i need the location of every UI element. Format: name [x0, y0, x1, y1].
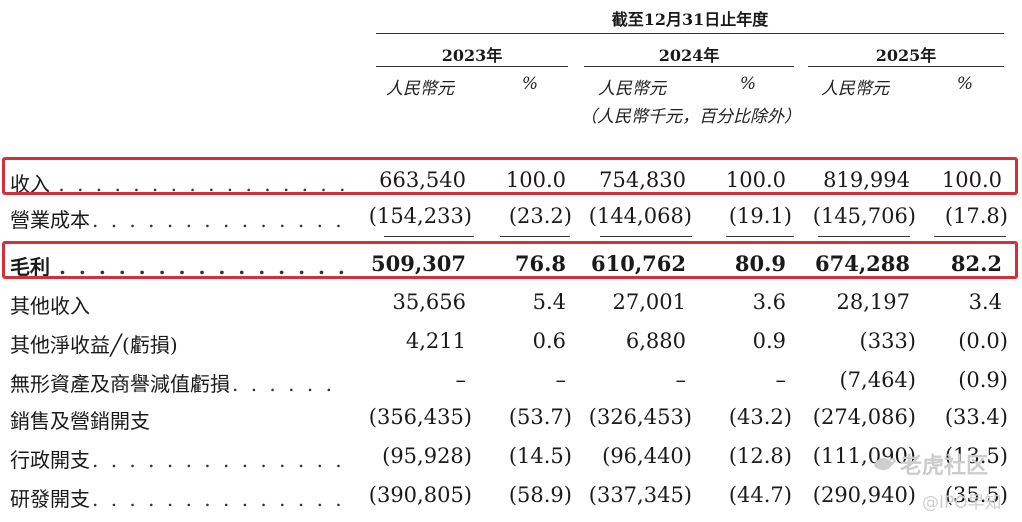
unit-rmb-2025: 人民幣元 [821, 79, 889, 99]
pct-2025: (0.0) [958, 329, 1008, 353]
table-row-selling-marketing: 銷售及營銷開支 (356,435) (53.7) (326,453) (43.2… [0, 398, 1022, 434]
year-2025-heading: 2025年 [875, 46, 937, 65]
pct-2025: 82.2 [950, 251, 1002, 276]
pct-2023: 100.0 [505, 168, 566, 192]
pct-2025: 3.4 [968, 290, 1002, 314]
unit-pct-2024: % [739, 74, 757, 94]
pct-2023: 5.4 [532, 290, 566, 314]
value-2024: 754,830 [599, 168, 686, 192]
table-row-administrative: 行政開支. . . . . . . . . . . . . . . . . . … [0, 437, 1022, 473]
table-row-gross-profit: 毛利 . . . . . . . . . . . . . . . . . . .… [0, 244, 1022, 280]
pct-2023: 76.8 [514, 251, 566, 276]
row-label: 營業成本. . . . . . . . . . . . . . . . . . … [10, 208, 345, 232]
value-2023: 4,211 [405, 329, 466, 353]
table-row-impairment: 無形資產及商譽減值虧損. . . . . . . . . . – – – – (… [0, 361, 1022, 397]
row-label: 其他淨收益╱(虧損) [10, 333, 180, 357]
value-2024: (337,345) [588, 483, 692, 507]
value-2024: (96,440) [602, 444, 692, 468]
table-row-research-development: 研發開支. . . . . . . . . . . . . . . . . . … [0, 476, 1022, 512]
year-2023-heading: 2023年 [441, 46, 503, 65]
table-row-other-income: 其他收入 35,656 5.4 27,001 3.6 28,197 3.4 [0, 283, 1022, 319]
value-2025: 674,288 [815, 251, 910, 276]
pct-2024: 0.9 [752, 329, 786, 353]
value-2024: (144,068) [588, 204, 692, 228]
pct-2025: (17.8) [944, 204, 1008, 228]
pct-2024: – [775, 368, 787, 392]
value-2023: (154,233) [368, 204, 472, 228]
pct-2025: 100.0 [941, 168, 1002, 192]
value-2025: (333) [859, 329, 916, 353]
value-2025: (274,086) [812, 405, 916, 429]
value-2023: 663,540 [379, 168, 466, 192]
highlight-box-revenue [2, 157, 1018, 195]
value-2025: 28,197 [836, 290, 910, 314]
watermark-brand: 老虎社区 [900, 454, 989, 479]
value-2023: 35,656 [392, 290, 466, 314]
pct-2025: (13.5) [944, 444, 1008, 468]
subtotal-rule [600, 236, 692, 237]
subtotal-rule [726, 236, 794, 237]
value-2024: 6,880 [625, 329, 686, 353]
value-2023: (356,435) [368, 405, 472, 429]
value-2024: (326,453) [588, 405, 692, 429]
pct-2023: 0.6 [532, 329, 566, 353]
unit-note: （人民幣千元，百分比除外） [580, 107, 801, 127]
pct-2024: (43.2) [728, 405, 792, 429]
pct-2025: (35.5) [944, 483, 1008, 507]
value-2024: – [675, 368, 687, 392]
pct-2024: (12.8) [728, 444, 792, 468]
pct-2024: 80.9 [734, 251, 786, 276]
pct-2024: 100.0 [725, 168, 786, 192]
row-label: 研發開支. . . . . . . . . . . . . . . . . . … [10, 487, 345, 511]
subtotal-rule [934, 236, 1006, 237]
unit-pct-2023: % [521, 74, 539, 94]
row-label: 行政開支. . . . . . . . . . . . . . . . . . … [10, 448, 345, 472]
pct-2024: (19.1) [728, 204, 792, 228]
value-2025: (290,940) [812, 483, 916, 507]
pct-2024: 3.6 [752, 290, 786, 314]
pct-2024: (44.7) [728, 483, 792, 507]
period-heading: 截至12月31日止年度 [611, 10, 769, 29]
value-2025: (7,464) [839, 368, 916, 392]
pct-2023: – [555, 368, 567, 392]
unit-rmb-2024: 人民幣元 [598, 79, 666, 99]
pct-2023: (23.2) [508, 204, 572, 228]
pct-2023: (58.9) [508, 483, 572, 507]
tiger-logo-icon [874, 458, 896, 471]
year-2024-rule [584, 66, 794, 67]
row-label: 毛利 . . . . . . . . . . . . . . . . . . .… [10, 255, 345, 279]
year-2023-rule [376, 66, 568, 67]
value-2025: (145,706) [812, 204, 916, 228]
subtotal-rule [384, 236, 474, 237]
table-row-other-net-gains: 其他淨收益╱(虧損) 4,211 0.6 6,880 0.9 (333) (0.… [0, 322, 1022, 358]
year-2024-heading: 2024年 [658, 46, 720, 65]
row-label: 銷售及營銷開支 [10, 409, 152, 433]
highlight-box-gross-profit [2, 241, 1018, 279]
table-row-revenue: 收入 . . . . . . . . . . . . . . . . . . .… [0, 161, 1022, 197]
watermark-handle: @IPO早知 [922, 493, 1002, 513]
subtotal-rule [500, 236, 570, 237]
value-2023: 509,307 [371, 251, 466, 276]
pct-2023: (53.7) [508, 405, 572, 429]
value-2023: (390,805) [368, 483, 472, 507]
table-row-cost-of-sales: 營業成本. . . . . . . . . . . . . . . . . . … [0, 197, 1022, 233]
value-2023: (95,928) [382, 444, 472, 468]
unit-rmb-2023: 人民幣元 [386, 79, 454, 99]
row-label: 其他收入 [10, 294, 92, 318]
value-2025: (111,090) [812, 444, 916, 468]
pct-2025: (0.9) [958, 368, 1008, 392]
value-2024: 610,762 [591, 251, 686, 276]
pct-2023: (14.5) [508, 444, 572, 468]
pct-2025: (33.4) [944, 405, 1008, 429]
period-rule [376, 33, 1004, 34]
row-label: 無形資產及商譽減值虧損. . . . . . . . . . [10, 372, 345, 396]
unit-pct-2025: % [956, 74, 974, 94]
subtotal-rule [818, 236, 910, 237]
year-2025-rule [808, 66, 1004, 67]
value-2023: – [455, 368, 467, 392]
value-2024: 27,001 [612, 290, 686, 314]
value-2025: 819,994 [823, 168, 910, 192]
